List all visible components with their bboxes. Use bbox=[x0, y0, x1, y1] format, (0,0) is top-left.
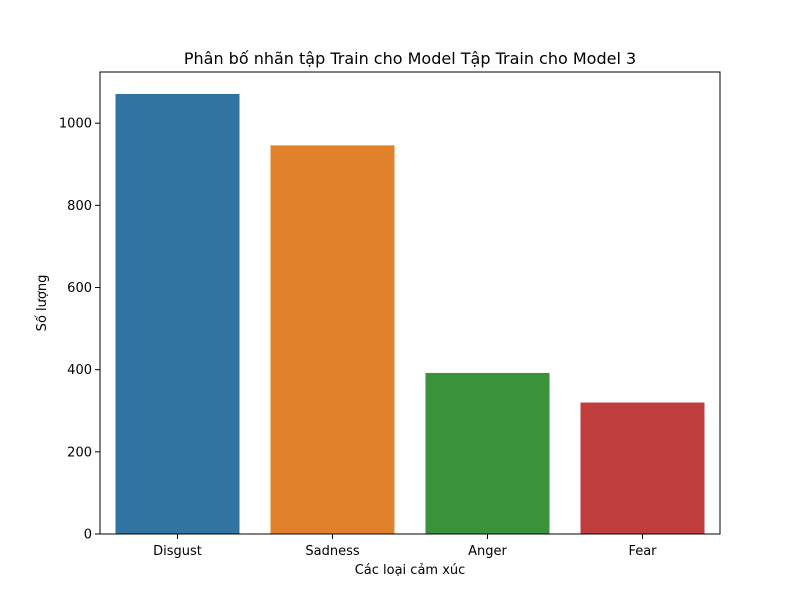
y-tick-label: 0 bbox=[84, 528, 92, 543]
chart-title: Phân bố nhãn tập Train cho Model Tập Tra… bbox=[184, 49, 636, 68]
y-tick-label: 200 bbox=[67, 445, 92, 460]
x-tick-label: Fear bbox=[628, 544, 657, 559]
y-tick-label: 1000 bbox=[59, 117, 92, 132]
x-axis-label: Các loại cảm xúc bbox=[355, 563, 466, 578]
bars-group bbox=[115, 94, 705, 534]
bar-anger bbox=[425, 372, 550, 534]
bar-disgust bbox=[115, 94, 240, 534]
y-axis: 0 200 400 600 800 1000 bbox=[59, 117, 100, 543]
y-tick-label: 800 bbox=[67, 199, 92, 214]
x-tick-label: Disgust bbox=[153, 544, 202, 559]
y-tick-label: 400 bbox=[67, 363, 92, 378]
bar-fear bbox=[580, 402, 705, 534]
plot-frame bbox=[99, 71, 721, 535]
y-axis-label: Số lượng bbox=[35, 275, 50, 332]
x-tick-label: Anger bbox=[468, 544, 507, 559]
x-tick-label: Sadness bbox=[305, 544, 359, 559]
bar-sadness bbox=[270, 145, 395, 534]
y-tick-label: 600 bbox=[67, 281, 92, 296]
x-axis: Disgust Sadness Anger Fear bbox=[153, 534, 657, 559]
